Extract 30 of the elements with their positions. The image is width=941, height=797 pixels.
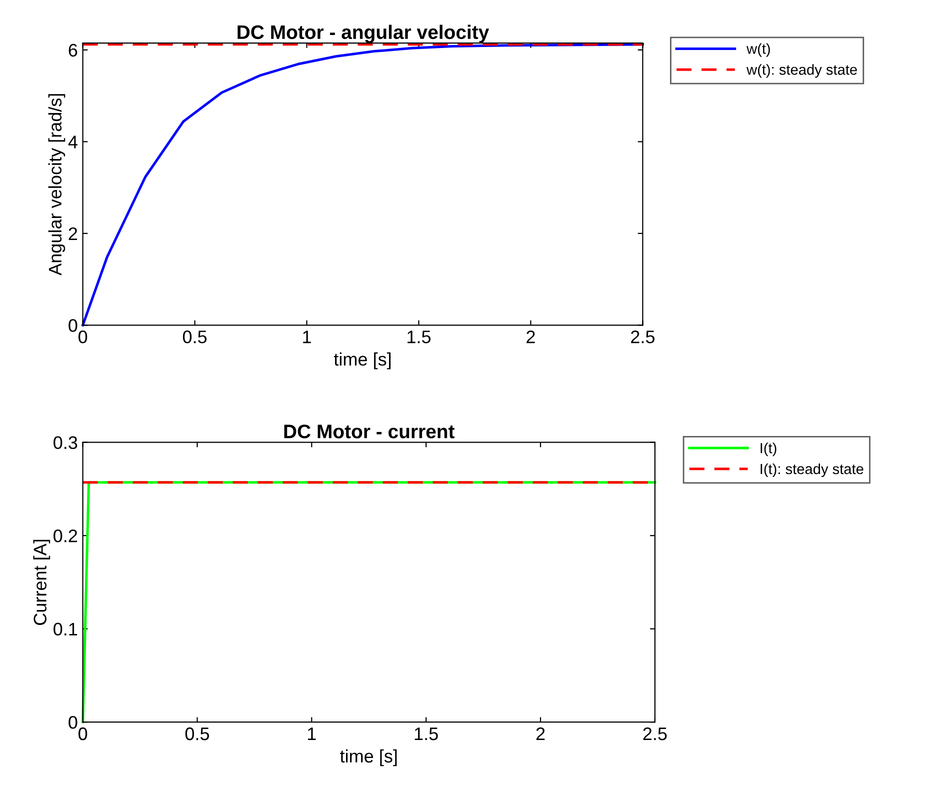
y-axis-title: Angular velocity [rad/s]	[48, 94, 66, 276]
y-tick-label: 0.3	[54, 436, 78, 450]
y-axis-title: Current [A]	[33, 540, 50, 625]
x-tick-label: 0.5	[182, 330, 207, 344]
legend-label: I(t): steady state	[760, 463, 864, 478]
x-tick-label: 1	[308, 728, 316, 740]
x-tick-label: 0	[78, 330, 88, 344]
chart-title: DC Motor - angular velocity	[238, 24, 490, 43]
x-tick-label: 2.5	[631, 330, 654, 344]
y-tick-label: 0	[68, 716, 78, 729]
x-tick-label: 1	[303, 330, 311, 344]
x-tick-label: 2	[536, 727, 545, 740]
chart-title: DC Motor - current	[284, 424, 455, 438]
legend-label: I(t)	[760, 442, 776, 456]
x-tick-label: 0	[78, 727, 88, 740]
x-axis-title: time [s]	[340, 749, 397, 766]
y-tick-label: 6	[68, 44, 78, 57]
legend-label: w(t)	[746, 43, 770, 57]
y-tick-label: 0.1	[54, 622, 78, 636]
y-tick-label: 0.2	[54, 530, 78, 542]
x-axis-title: time [s]	[334, 352, 391, 370]
x-tick-label: 2.5	[643, 727, 667, 740]
y-tick-label: 0	[68, 319, 78, 332]
y-tick-label: 2	[68, 227, 78, 240]
y-tick-label: 4	[68, 136, 78, 148]
x-tick-label: 1.5	[408, 330, 431, 344]
x-tick-label: 2	[526, 330, 535, 344]
x-tick-label: 0.5	[185, 727, 210, 740]
legend-label: w(t): steady state	[746, 64, 857, 78]
x-tick-label: 1.5	[414, 728, 438, 740]
